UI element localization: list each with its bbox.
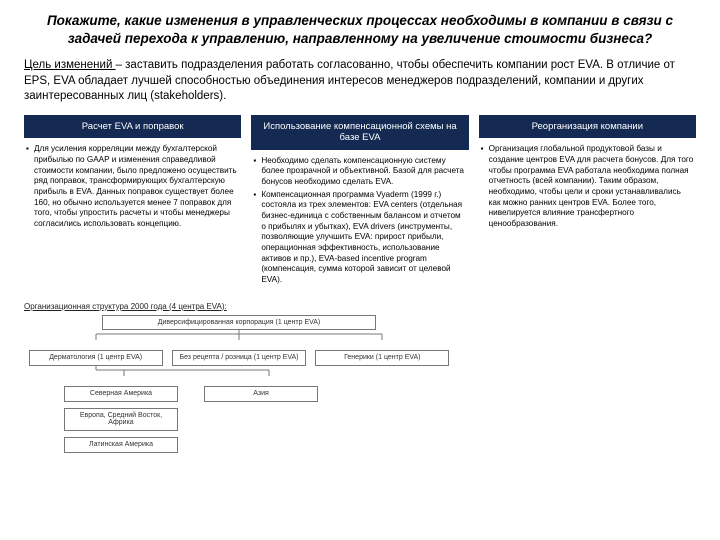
column-3-bullet: Организация глобальной продуктовой базы …: [481, 144, 694, 229]
diagram-l3-box: Азия: [204, 386, 318, 402]
column-2-body: Необходимо сделать компенсационную систе…: [251, 150, 468, 288]
diagram-l3-box: Латинская Америка: [64, 437, 178, 453]
slide-title: Покажите, какие изменения в управленческ…: [24, 12, 696, 48]
goal-label: Цель изменений: [24, 59, 116, 71]
diagram-connector-1: [24, 330, 454, 340]
diagram-connector-2: [24, 366, 454, 376]
goal-text: – заставить подразделения работать согла…: [24, 59, 675, 102]
column-2-bullet: Необходимо сделать компенсационную систе…: [253, 156, 466, 188]
goal-paragraph: Цель изменений – заставить подразделения…: [24, 58, 696, 105]
column-2-header: Использование компенсационной схемы на б…: [251, 115, 468, 150]
diagram-l3-box: Северная Америка: [64, 386, 178, 402]
column-3: Реорганизация компании Организация глоба…: [479, 115, 696, 288]
column-1-body: Для усиления корреляции между бухгалтерс…: [24, 138, 241, 231]
diagram-level-2: Дерматология (1 центр EVA) Без рецепта /…: [24, 350, 454, 366]
diagram-l2-box: Без рецепта / розница (1 центр EVA): [172, 350, 306, 366]
diagram-root-box: Диверсифицированная корпорация (1 центр …: [102, 315, 376, 331]
columns: Расчет EVA и поправок Для усиления корре…: [24, 115, 696, 288]
column-2: Использование компенсационной схемы на б…: [251, 115, 468, 288]
column-3-header: Реорганизация компании: [479, 115, 696, 138]
diagram-l3-stack: Северная Америка Европа, Средний Восток,…: [64, 386, 174, 453]
column-1: Расчет EVA и поправок Для усиления корре…: [24, 115, 241, 288]
column-2-bullet: Компенсационная программа Vyaderm (1999 …: [253, 190, 466, 286]
org-diagram: Организационная структура 2000 года (4 ц…: [24, 302, 454, 453]
column-3-body: Организация глобальной продуктовой базы …: [479, 138, 696, 231]
diagram-level-1: Диверсифицированная корпорация (1 центр …: [24, 315, 454, 331]
column-1-bullet: Для усиления корреляции между бухгалтерс…: [26, 144, 239, 229]
diagram-l3-box: Европа, Средний Восток, Африка: [64, 408, 178, 431]
diagram-l2-box: Генерики (1 центр EVA): [315, 350, 449, 366]
diagram-title: Организационная структура 2000 года (4 ц…: [24, 302, 454, 311]
diagram-l2-box: Дерматология (1 центр EVA): [29, 350, 163, 366]
diagram-level-3: Северная Америка Европа, Средний Восток,…: [24, 386, 454, 453]
column-1-header: Расчет EVA и поправок: [24, 115, 241, 138]
slide: Покажите, какие изменения в управленческ…: [0, 0, 720, 540]
